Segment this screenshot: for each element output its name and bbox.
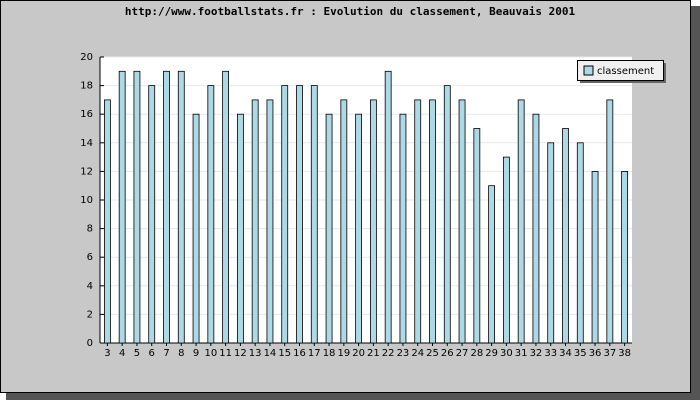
bar — [488, 185, 496, 344]
bar — [222, 70, 230, 344]
x-tick-label: 17 — [308, 348, 321, 359]
y-tick-label: 0 — [87, 338, 93, 349]
legend-swatch — [583, 65, 594, 76]
bar — [355, 113, 363, 344]
x-tick-label: 3 — [104, 348, 110, 359]
y-tick-label: 2 — [87, 309, 93, 320]
x-tick-label: 34 — [559, 348, 572, 359]
bar — [281, 85, 289, 344]
x-tick-label: 35 — [574, 348, 587, 359]
x-tick-label: 32 — [530, 348, 543, 359]
bar — [163, 70, 170, 344]
bar — [429, 99, 436, 344]
x-tick-label: 30 — [500, 348, 513, 359]
bar — [148, 85, 156, 344]
bar — [133, 70, 141, 344]
y-tick-label: 18 — [80, 81, 93, 92]
x-tick-label: 23 — [397, 348, 410, 359]
bar — [384, 70, 392, 344]
bar — [251, 99, 259, 344]
bar — [207, 85, 215, 344]
bar — [458, 99, 466, 344]
x-tick-label: 24 — [411, 348, 424, 359]
bar — [399, 113, 407, 344]
x-tick-label: 18 — [323, 348, 336, 359]
x-tick-label: 15 — [278, 348, 291, 359]
x-tick-label: 13 — [249, 348, 262, 359]
x-tick-label: 25 — [426, 348, 439, 359]
x-tick-label: 10 — [204, 348, 217, 359]
bar — [236, 113, 244, 344]
x-tick-label: 14 — [264, 348, 277, 359]
x-tick-label: 6 — [149, 348, 155, 359]
x-tick-label: 12 — [234, 348, 247, 359]
x-tick-label: 8 — [178, 348, 184, 359]
x-tick-label: 19 — [337, 348, 350, 359]
bar — [325, 113, 333, 344]
y-tick-label: 10 — [80, 195, 93, 206]
bar — [296, 85, 303, 344]
x-tick-label: 21 — [367, 348, 380, 359]
bar — [443, 85, 451, 344]
x-tick-label: 11 — [219, 348, 232, 359]
bar — [310, 85, 318, 344]
x-tick-label: 27 — [456, 348, 469, 359]
bar — [502, 156, 510, 344]
x-tick-label: 38 — [618, 348, 631, 359]
bar — [266, 99, 274, 344]
bar — [414, 99, 422, 344]
bar — [192, 113, 200, 344]
y-tick-label: 12 — [80, 166, 93, 177]
x-tick-label: 33 — [544, 348, 557, 359]
x-tick-label: 4 — [119, 348, 125, 359]
bar — [547, 142, 555, 344]
x-tick-label: 16 — [293, 348, 306, 359]
y-tick-label: 8 — [87, 224, 93, 235]
chart-title: http://www.footballstats.fr : Evolution … — [125, 5, 576, 18]
x-tick-label: 28 — [470, 348, 483, 359]
bar — [369, 99, 377, 344]
x-tick-label: 9 — [193, 348, 199, 359]
legend-box — [577, 60, 664, 81]
x-tick-label: 22 — [382, 348, 395, 359]
bar — [177, 70, 185, 344]
x-tick-label: 5 — [134, 348, 140, 359]
bar — [340, 99, 348, 344]
x-tick-label: 26 — [441, 348, 454, 359]
y-tick-label: 4 — [87, 281, 93, 292]
bar — [576, 142, 584, 344]
bar — [591, 170, 599, 344]
y-tick-label: 14 — [80, 138, 93, 149]
x-tick-label: 29 — [485, 348, 498, 359]
y-tick-label: 16 — [80, 109, 93, 120]
bar — [621, 170, 629, 344]
legend-label: classement — [597, 66, 654, 77]
x-tick-label: 20 — [352, 348, 365, 359]
x-tick-label: 31 — [515, 348, 528, 359]
bar — [473, 128, 481, 344]
y-tick-label: 6 — [87, 252, 93, 263]
x-tick-label: 7 — [163, 348, 169, 359]
bar — [118, 70, 126, 344]
y-tick-label: 20 — [80, 52, 93, 63]
x-tick-label: 37 — [603, 348, 616, 359]
bar — [532, 113, 540, 344]
bar — [517, 99, 525, 344]
x-tick-label: 36 — [589, 348, 602, 359]
bar — [562, 128, 569, 344]
bar — [606, 99, 614, 344]
bar — [103, 99, 111, 344]
